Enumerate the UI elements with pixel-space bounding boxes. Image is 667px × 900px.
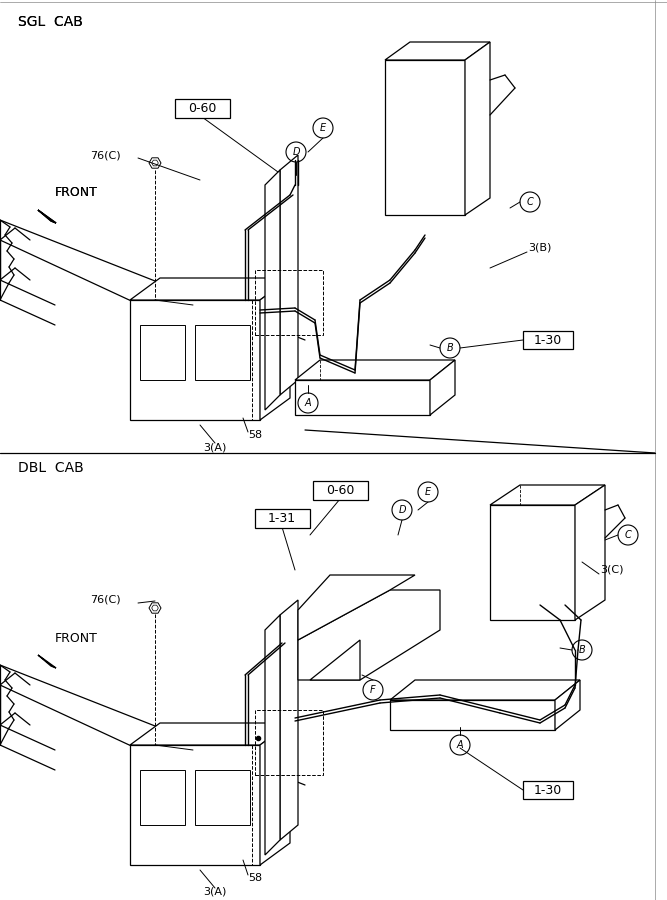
FancyBboxPatch shape (313, 481, 368, 500)
Polygon shape (140, 770, 185, 825)
Polygon shape (490, 485, 605, 505)
FancyBboxPatch shape (255, 508, 309, 527)
Text: 1-30: 1-30 (534, 784, 562, 796)
Text: 1-31: 1-31 (268, 511, 296, 525)
Polygon shape (130, 278, 290, 300)
Polygon shape (140, 325, 185, 380)
Text: B: B (447, 343, 454, 353)
Polygon shape (280, 600, 298, 840)
Text: SGL  CAB: SGL CAB (18, 15, 83, 29)
Text: 0-60: 0-60 (188, 102, 216, 114)
Text: FRONT: FRONT (55, 632, 98, 644)
Polygon shape (490, 505, 575, 620)
Polygon shape (555, 680, 580, 730)
Polygon shape (260, 278, 290, 420)
Text: SGL  CAB: SGL CAB (18, 15, 83, 29)
Text: E: E (320, 123, 326, 133)
Polygon shape (280, 155, 298, 395)
Text: FRONT: FRONT (55, 186, 98, 200)
Polygon shape (298, 575, 415, 640)
Polygon shape (149, 158, 161, 168)
Text: A: A (457, 740, 464, 750)
Polygon shape (130, 723, 290, 745)
Text: A: A (305, 398, 311, 408)
Polygon shape (195, 770, 250, 825)
Polygon shape (235, 321, 245, 330)
Polygon shape (188, 298, 198, 306)
Text: 3(A): 3(A) (203, 442, 227, 452)
Text: 3(B): 3(B) (528, 243, 552, 253)
Polygon shape (385, 60, 465, 215)
Polygon shape (430, 360, 455, 415)
Polygon shape (575, 485, 605, 620)
Polygon shape (260, 723, 290, 865)
Polygon shape (130, 300, 260, 420)
Polygon shape (295, 360, 455, 380)
Text: B: B (579, 645, 586, 655)
Text: DBL  CAB: DBL CAB (18, 461, 84, 475)
Polygon shape (38, 210, 56, 223)
Polygon shape (298, 590, 440, 680)
Text: D: D (292, 147, 299, 157)
Polygon shape (130, 745, 260, 865)
Polygon shape (385, 42, 490, 60)
Text: E: E (425, 487, 431, 497)
Polygon shape (465, 42, 490, 215)
Polygon shape (215, 310, 225, 320)
Polygon shape (295, 380, 430, 415)
Text: F: F (370, 685, 376, 695)
Polygon shape (215, 756, 225, 764)
Text: C: C (624, 530, 632, 540)
FancyBboxPatch shape (175, 98, 229, 118)
Polygon shape (265, 170, 280, 410)
Polygon shape (265, 615, 280, 855)
Text: 58: 58 (248, 873, 262, 883)
Text: 76(C): 76(C) (90, 150, 121, 160)
Polygon shape (38, 655, 56, 668)
Text: D: D (398, 505, 406, 515)
Text: 3(A): 3(A) (203, 887, 227, 897)
Polygon shape (235, 767, 245, 775)
Polygon shape (188, 743, 198, 752)
Polygon shape (195, 325, 250, 380)
Polygon shape (38, 210, 56, 223)
Text: 0-60: 0-60 (325, 483, 354, 497)
Text: 3(C): 3(C) (600, 565, 624, 575)
FancyBboxPatch shape (523, 781, 573, 799)
Polygon shape (310, 640, 360, 680)
Text: 58: 58 (248, 430, 262, 440)
Text: 1-30: 1-30 (534, 334, 562, 346)
Polygon shape (390, 680, 580, 700)
Text: FRONT: FRONT (55, 186, 98, 200)
FancyBboxPatch shape (523, 331, 573, 349)
Polygon shape (390, 700, 555, 730)
Polygon shape (149, 603, 161, 613)
Text: 76(C): 76(C) (90, 595, 121, 605)
Text: C: C (527, 197, 534, 207)
